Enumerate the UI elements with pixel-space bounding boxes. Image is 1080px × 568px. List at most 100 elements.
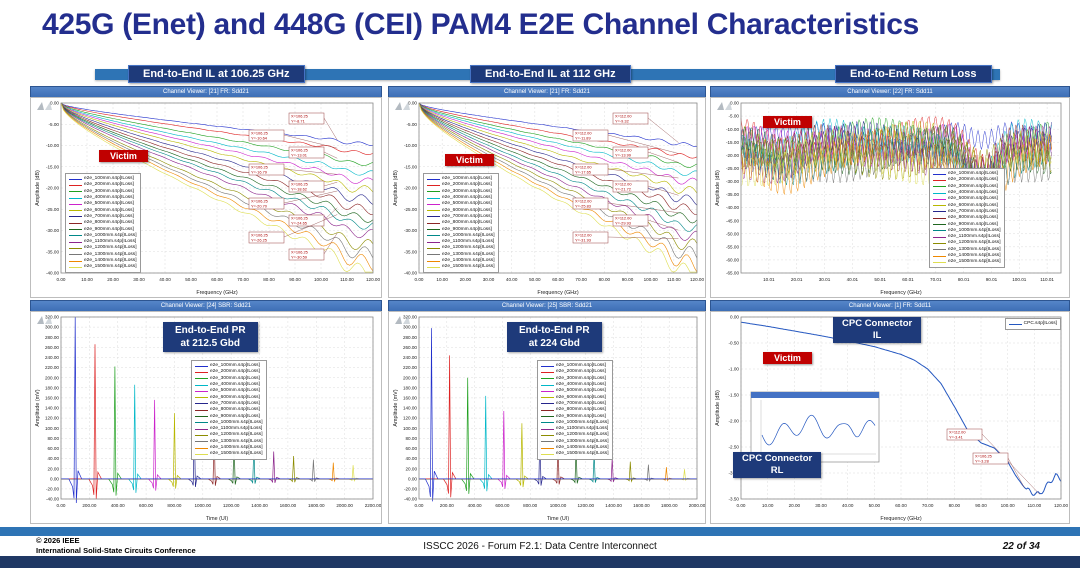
legend-swatch — [69, 229, 82, 231]
legend: e2e_100mm.s4p[ILoss] e2e_200mm.s4p[ILoss]… — [65, 173, 141, 274]
svg-text:30.00: 30.00 — [133, 277, 145, 282]
svg-text:110.00: 110.00 — [340, 277, 354, 282]
svg-text:40.00: 40.00 — [506, 277, 518, 282]
legend-item: e2e_400mm.s4p[ILoss] — [69, 195, 137, 201]
svg-text:Amplitude (dB): Amplitude (dB) — [35, 170, 41, 206]
legend-swatch — [933, 230, 946, 232]
series-path — [418, 102, 698, 241]
legend-item: e2e_400mm.s4p[ILoss] — [541, 382, 609, 388]
series-path — [61, 455, 373, 483]
svg-text:120.00: 120.00 — [45, 416, 59, 421]
legend-swatch — [69, 184, 82, 186]
svg-text:-15.00: -15.00 — [726, 140, 739, 145]
svg-text:X=112.00: X=112.00 — [575, 165, 592, 170]
legend-label: e2e_1000mm.s4p[ILoss] — [210, 419, 263, 425]
legend-swatch — [427, 197, 440, 199]
legend-swatch — [195, 422, 208, 424]
legend-item: e2e_500mm.s4p[ILoss] — [195, 388, 263, 394]
svg-text:30.01: 30.01 — [819, 277, 831, 282]
svg-text:-3.50: -3.50 — [729, 497, 740, 502]
series-path — [60, 102, 373, 146]
marker-callout — [288, 180, 325, 193]
legend-swatch — [541, 434, 554, 436]
legend-swatch — [427, 203, 440, 205]
legend-swatch — [69, 254, 82, 256]
legend-item: e2e_900mm.s4p[ILoss] — [427, 226, 495, 232]
legend-swatch — [933, 224, 946, 226]
legend-label: e2e_600mm.s4p[ILoss] — [556, 394, 606, 400]
svg-text:260.00: 260.00 — [403, 345, 417, 350]
legend-item: e2e_100mm.s4p[ILoss] — [427, 176, 495, 182]
legend-swatch — [195, 409, 208, 411]
series-path — [60, 102, 374, 155]
svg-text:200.00: 200.00 — [403, 375, 417, 380]
svg-text:Y=-10.64: Y=-10.64 — [251, 136, 268, 141]
legend-label: e2e_400mm.s4p[ILoss] — [210, 382, 260, 388]
legend-label: e2e_900mm.s4p[ILoss] — [84, 226, 134, 232]
series-path — [60, 102, 374, 272]
svg-text:80.00: 80.00 — [949, 503, 961, 508]
svg-text:90.00: 90.00 — [289, 277, 301, 282]
legend-item: e2e_100mm.s4p[ILoss] — [541, 363, 609, 369]
svg-text:300.00: 300.00 — [45, 325, 59, 330]
legend-swatch — [427, 210, 440, 212]
legend-swatch — [541, 416, 554, 418]
legend-item: e2e_500mm.s4p[ILoss] — [427, 201, 495, 207]
legend-swatch — [541, 441, 554, 443]
legend-item: e2e_400mm.s4p[ILoss] — [195, 382, 263, 388]
legend-label: e2e_600mm.s4p[ILoss] — [948, 202, 998, 208]
svg-text:10.00: 10.00 — [762, 503, 774, 508]
legend-label: e2e_1500mm.s4p[ILoss] — [210, 451, 263, 457]
svg-text:Y=-11.89: Y=-11.89 — [575, 136, 591, 141]
svg-text:X=106.25: X=106.25 — [291, 250, 308, 255]
legend-swatch — [541, 428, 554, 430]
series-path — [418, 102, 698, 250]
svg-text:-20.00: -20.00 — [726, 153, 739, 158]
legend-swatch — [933, 205, 946, 207]
legend-swatch — [541, 447, 554, 449]
legend-swatch — [427, 247, 440, 249]
legend-label: e2e_900mm.s4p[ILoss] — [442, 226, 492, 232]
legend-label: e2e_600mm.s4p[ILoss] — [442, 207, 492, 213]
series-path — [418, 102, 698, 159]
svg-text:1600.00: 1600.00 — [633, 503, 650, 508]
svg-text:80.00: 80.00 — [599, 277, 611, 282]
viewer-titlebar: Channel Viewer: [22] FR: Sdd11 — [710, 86, 1070, 98]
svg-text:X=106.25: X=106.25 — [251, 199, 268, 204]
svg-text:20.00: 20.00 — [789, 503, 801, 508]
chip-pr-line1: End-to-End PR — [519, 325, 590, 336]
svg-text:240.00: 240.00 — [403, 355, 417, 360]
series-path — [418, 102, 698, 273]
victim-badge: Victim — [99, 150, 148, 162]
legend-label: e2e_100mm.s4p[ILoss] — [210, 363, 260, 369]
legend-item: e2e_200mm.s4p[ILoss] — [541, 369, 609, 375]
legend-item: e2e_1400mm.s4p[ILoss] — [933, 253, 1001, 259]
viewer-titlebar: Channel Viewer: [24] SBR: Sdd21 — [30, 300, 382, 312]
svg-text:X=112.00: X=112.00 — [615, 216, 632, 221]
legend-label: e2e_900mm.s4p[ILoss] — [948, 221, 998, 227]
footer-copyright-line2: International Solid-State Circuits Confe… — [36, 546, 196, 556]
svg-text:1800.00: 1800.00 — [308, 503, 325, 508]
marker-callout — [288, 214, 325, 227]
series-path — [60, 102, 374, 184]
legend-item: e2e_600mm.s4p[ILoss] — [933, 202, 1001, 208]
svg-text:-5.00: -5.00 — [407, 122, 418, 127]
legend-label: e2e_800mm.s4p[ILoss] — [442, 220, 492, 226]
legend-swatch — [933, 173, 946, 175]
svg-text:50.01: 50.01 — [874, 277, 886, 282]
svg-text:Y=-24.65: Y=-24.65 — [291, 221, 307, 226]
legend-label: e2e_500mm.s4p[ILoss] — [442, 201, 492, 207]
legend-label: e2e_300mm.s4p[ILoss] — [210, 375, 260, 381]
legend-item: e2e_100mm.s4p[ILoss] — [69, 176, 137, 182]
legend: CPC.s4p[ILoss] — [1004, 318, 1061, 331]
legend-item: e2e_700mm.s4p[ILoss] — [427, 214, 495, 220]
chip-pr-line2: at 224 Gbd — [528, 338, 580, 349]
legend-label: e2e_400mm.s4p[ILoss] — [442, 195, 492, 201]
legend-swatch — [69, 247, 82, 249]
svg-text:1000.00: 1000.00 — [550, 503, 567, 508]
svg-text:100.00: 100.00 — [314, 277, 328, 282]
series-path — [761, 414, 876, 446]
svg-text:40.00: 40.00 — [842, 503, 854, 508]
svg-text:-1.50: -1.50 — [729, 393, 740, 398]
svg-text:Y=-3.28: Y=-3.28 — [975, 459, 989, 464]
